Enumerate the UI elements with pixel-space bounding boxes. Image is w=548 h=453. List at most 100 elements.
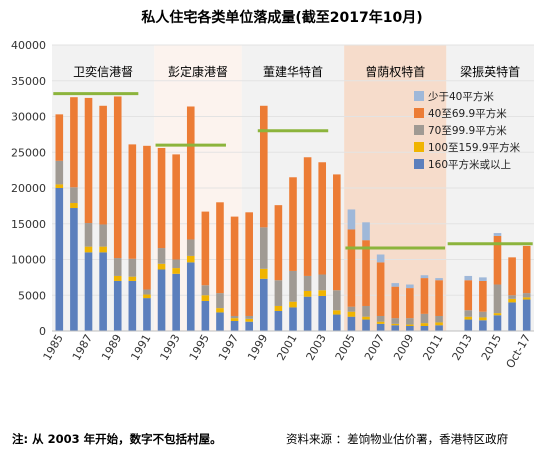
bar-1986-s2: [70, 187, 78, 204]
bar-2008-s4: [391, 283, 400, 287]
bar-2014-s0: [479, 320, 487, 331]
y-tick-label-6: 30000: [11, 111, 46, 124]
bar-1987-s0: [84, 252, 93, 331]
legend-label-4: 160平方米或以上: [428, 158, 511, 171]
bar-2015-s2: [493, 284, 502, 314]
bar-2011-s0: [435, 325, 443, 331]
bar-2010-s3: [420, 278, 429, 314]
era-label-3: 曾荫权特首: [365, 64, 425, 79]
bar-2013-s4: [464, 275, 473, 281]
bar-1986-s3: [70, 97, 78, 188]
bar-2005-s3: [347, 229, 356, 307]
bar-2015-s3: [493, 235, 502, 285]
bar-1996-s3: [216, 202, 224, 294]
bar-1993-s2: [172, 259, 180, 269]
bar-1994-s2: [186, 239, 195, 256]
bar-2003-s2: [318, 274, 327, 291]
bar-2007-s2: [376, 315, 385, 322]
bar-2005-s1: [347, 311, 356, 317]
bar-1994-s1: [186, 255, 195, 263]
bar-1989-s2: [113, 258, 122, 276]
bar-2006-s4: [362, 222, 370, 241]
bar-2006-s0: [362, 319, 370, 331]
bar-1989-s3: [113, 96, 122, 259]
bar-1992-s3: [157, 147, 166, 249]
bar-2006-s2: [362, 305, 370, 317]
bar-2008-s1: [391, 323, 400, 326]
bar-Oct-17-s1: [522, 297, 531, 300]
legend-swatch-4: [414, 159, 424, 169]
bar-1989-s1: [113, 275, 122, 281]
bar-1988-s3: [99, 105, 107, 225]
legend-label-1: 40至69.9平方米: [428, 107, 507, 120]
bar-2011-s2: [435, 315, 443, 323]
bar-1999-s2: [259, 227, 268, 269]
y-tick-label-8: 40000: [11, 39, 46, 52]
bar-2014-s2: [479, 311, 487, 318]
bar-1992-s0: [157, 269, 166, 331]
bar-2006-s3: [362, 240, 370, 306]
bar-2016-s3: [508, 257, 516, 296]
bar-2009-s1: [406, 324, 414, 326]
bar-1991-s2: [143, 289, 151, 295]
legend-label-2: 70至99.9平方米: [428, 124, 507, 137]
bar-1989-s0: [113, 280, 122, 331]
bar-2001-s3: [289, 177, 297, 271]
bar-2015-s1: [493, 313, 502, 316]
bar-2005-s4: [347, 209, 356, 230]
bar-1988-s1: [99, 246, 107, 253]
bar-2010-s2: [420, 313, 429, 324]
bar-1996-s2: [216, 293, 224, 309]
y-axis-ticks: 0 5000 10000 15000 20000 25000 30000 35000 40000: [11, 39, 46, 338]
bar-1998-s2: [245, 315, 253, 319]
bar-2009-s3: [406, 288, 414, 319]
chart-title: 私人住宅各类单位落成量(截至2017年10月): [141, 9, 422, 26]
bar-1995-s1: [201, 295, 210, 301]
bar-1987-s2: [84, 223, 93, 247]
bar-1999-s0: [259, 278, 268, 331]
bar-2000-s1: [274, 305, 283, 311]
era-label-1: 彭定康港督: [168, 64, 228, 79]
bar-2007-s0: [376, 323, 385, 331]
bar-Oct-17-s0: [522, 299, 531, 331]
bar-2016-s1: [508, 298, 516, 303]
y-tick-label-5: 25000: [11, 146, 46, 159]
bar-2010-s0: [420, 325, 429, 331]
bar-1994-s3: [186, 106, 195, 240]
bar-1997-s1: [230, 318, 239, 321]
bar-2010-s4: [420, 275, 429, 279]
bar-1990-s0: [128, 280, 137, 331]
era-labels: 卫奕信港督 彭定康港督 董建华特首 曾荫权特首 梁振英特首: [73, 64, 520, 79]
era-label-2: 董建华特首: [263, 64, 323, 79]
bar-2013-s1: [464, 316, 473, 320]
y-tick-label-7: 35000: [11, 75, 46, 88]
legend-swatch-2: [414, 125, 424, 135]
bar-2000-s0: [274, 310, 283, 331]
bar-2011-s4: [435, 278, 443, 281]
bar-2004-s1: [333, 310, 341, 315]
bar-2004-s2: [333, 290, 341, 311]
y-tick-label-1: 5000: [18, 289, 46, 302]
y-tick-label-2: 10000: [11, 254, 46, 267]
bar-2002-s1: [303, 290, 312, 297]
bar-2008-s0: [391, 325, 400, 331]
bar-2005-s0: [347, 316, 356, 331]
bar-1998-s3: [245, 212, 253, 316]
legend-swatch-1: [414, 108, 424, 118]
bar-1985-s0: [55, 188, 64, 331]
bar-2013-s3: [464, 280, 473, 311]
bar-1995-s2: [201, 285, 210, 296]
era-label-4: 梁振英特首: [460, 64, 520, 79]
bar-1990-s1: [128, 276, 137, 281]
bar-1996-s0: [216, 312, 224, 331]
bar-2009-s2: [406, 318, 414, 325]
bar-2007-s1: [376, 321, 385, 324]
bar-1999-s1: [259, 268, 268, 279]
bar-2009-s4: [406, 284, 414, 289]
bar-1998-s1: [245, 318, 253, 322]
bar-2014-s3: [479, 280, 487, 312]
legend-swatch-0: [414, 91, 424, 101]
bar-1994-s0: [186, 262, 195, 331]
bar-2011-s1: [435, 322, 443, 326]
